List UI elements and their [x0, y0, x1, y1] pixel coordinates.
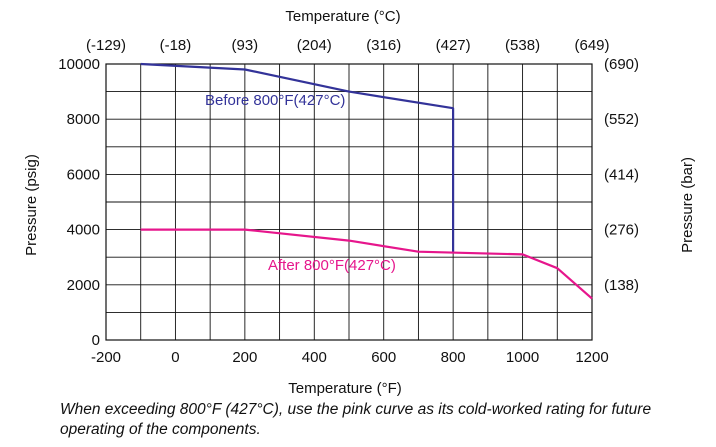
- y-tick-label: 0: [92, 332, 100, 349]
- x-tick-label: 600: [371, 349, 396, 366]
- x-tick-label: 800: [441, 349, 466, 366]
- series-line-before: [140, 62, 455, 252]
- plot-frame: [105, 63, 593, 341]
- x-tick-label: 1200: [575, 349, 608, 366]
- x-tick-label: 400: [302, 349, 327, 366]
- top-tick-label: (-18): [160, 37, 192, 54]
- right-tick-label: (690): [604, 56, 639, 73]
- series-label-after: After 800°F(427°C): [268, 257, 396, 274]
- series-line-after: [140, 228, 593, 300]
- top-tick-label: (316): [366, 37, 401, 54]
- top-tick-label: (427): [436, 37, 471, 54]
- top-tick-label: (649): [574, 37, 609, 54]
- x-axis-title: Temperature (°F): [288, 380, 402, 397]
- y-tick-label: 2000: [67, 277, 100, 294]
- top-tick-label: (204): [297, 37, 332, 54]
- y-tick-label: 4000: [67, 222, 100, 239]
- right-tick-label: (276): [604, 222, 639, 239]
- y-tick-label: 6000: [67, 166, 100, 183]
- top-tick-label: (-129): [86, 37, 126, 54]
- top-tick-label: (93): [232, 37, 259, 54]
- x-tick-label: 200: [232, 349, 257, 366]
- right-tick-label: (414): [604, 166, 639, 183]
- right-tick-label: (138): [604, 277, 639, 294]
- top-tick-label: (538): [505, 37, 540, 54]
- top-axis-title: Temperature (°C): [285, 8, 400, 25]
- y-tick-label: 8000: [67, 111, 100, 128]
- pressure-temperature-chart: -200 0 200 400 600 800 1000 1200020004000600080…: [23, 8, 696, 397]
- x-tick-label: -200: [91, 349, 121, 366]
- tick-labels: -200 0 200 400 600 800 1000 1200020004000600080…: [58, 37, 639, 366]
- right-tick-label: (552): [604, 111, 639, 128]
- series-label-before: Before 800°F(427°C): [205, 92, 345, 109]
- y2-axis-title: Pressure (bar): [679, 157, 696, 253]
- y-tick-label: 10000: [58, 56, 100, 73]
- series-layer: [140, 62, 593, 300]
- x-tick-label: 1000: [506, 349, 539, 366]
- x-tick-label: 0: [171, 349, 179, 366]
- chart-caption: When exceeding 800°F (427°C), use the pi…: [60, 401, 652, 438]
- grid: [106, 64, 592, 340]
- y-axis-title: Pressure (psig): [23, 154, 40, 256]
